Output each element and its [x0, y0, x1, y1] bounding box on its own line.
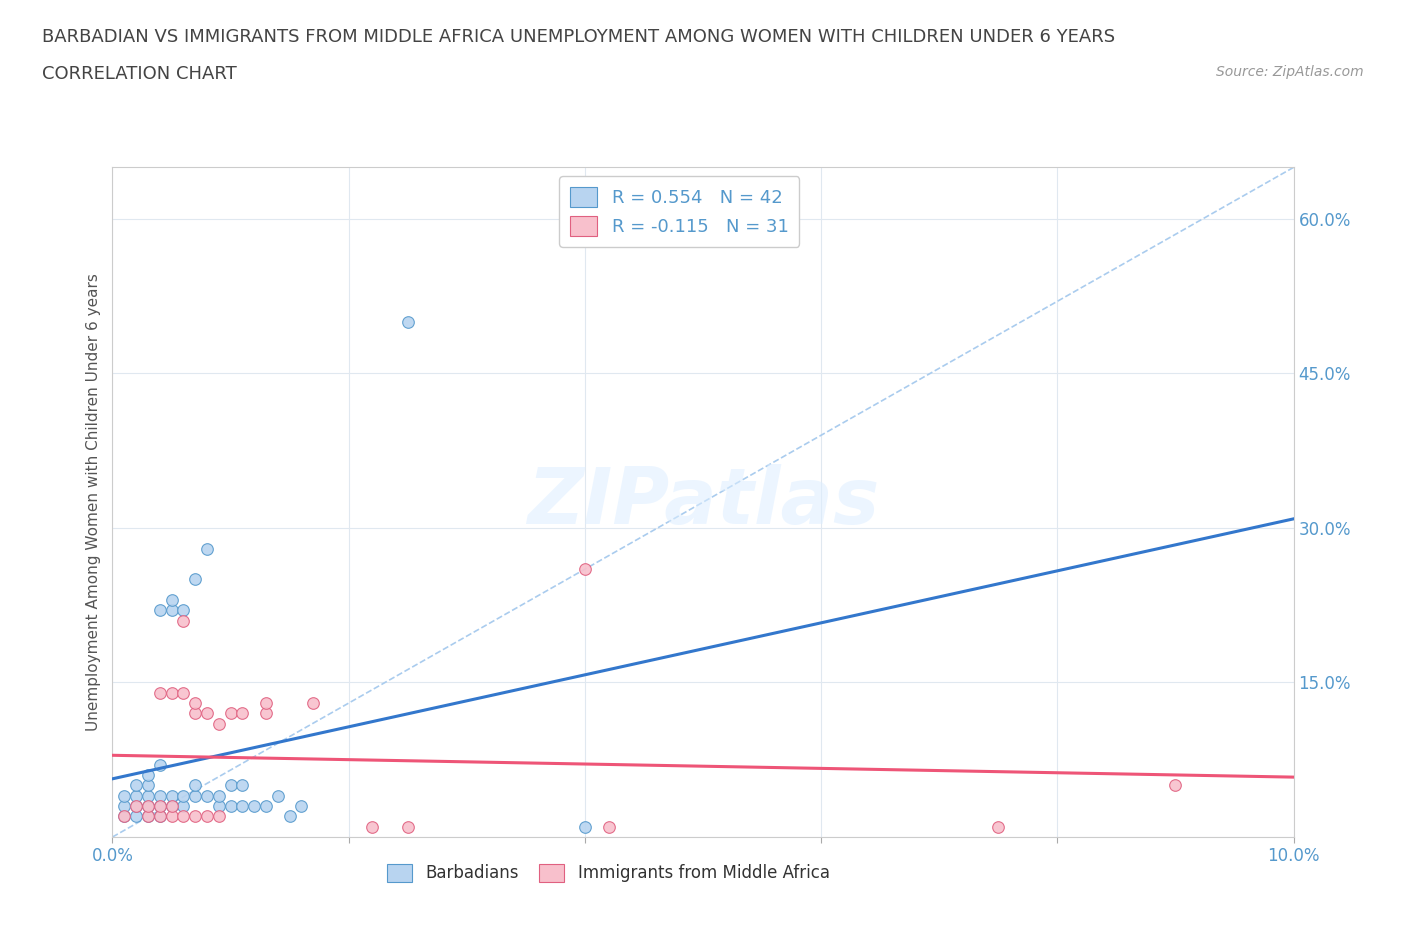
Point [125, 789, 148, 804]
Point [290, 799, 312, 814]
Point [136, 809, 159, 824]
Point [160, 592, 183, 607]
Point [208, 789, 231, 804]
Point [184, 572, 207, 587]
Point [254, 799, 277, 814]
Point [172, 799, 194, 814]
Point [195, 789, 218, 804]
Point [219, 778, 242, 793]
Point [184, 809, 207, 824]
Point [278, 809, 301, 824]
Point [149, 809, 172, 824]
Point [136, 768, 159, 783]
Point [1164, 778, 1187, 793]
Point [112, 799, 135, 814]
Text: Source: ZipAtlas.com: Source: ZipAtlas.com [1216, 65, 1364, 79]
Point [231, 706, 253, 721]
Legend: Barbadians, Immigrants from Middle Africa: Barbadians, Immigrants from Middle Afric… [381, 857, 837, 889]
Point [149, 799, 172, 814]
Point [361, 819, 384, 834]
Point [136, 809, 159, 824]
Point [574, 819, 596, 834]
Point [172, 789, 194, 804]
Point [160, 603, 183, 618]
Point [172, 685, 194, 700]
Point [125, 799, 148, 814]
Point [184, 706, 207, 721]
Point [172, 603, 194, 618]
Point [254, 696, 277, 711]
Point [396, 819, 419, 834]
Point [160, 685, 183, 700]
Point [219, 799, 242, 814]
Point [254, 706, 277, 721]
Point [208, 799, 231, 814]
Point [195, 809, 218, 824]
Point [149, 685, 172, 700]
Point [160, 789, 183, 804]
Point [574, 562, 596, 577]
Text: CORRELATION CHART: CORRELATION CHART [42, 65, 238, 83]
Point [125, 799, 148, 814]
Point [136, 789, 159, 804]
Y-axis label: Unemployment Among Women with Children Under 6 years: Unemployment Among Women with Children U… [86, 273, 101, 731]
Point [195, 541, 218, 556]
Point [125, 809, 148, 824]
Point [112, 809, 135, 824]
Point [136, 778, 159, 793]
Text: BARBADIAN VS IMMIGRANTS FROM MIDDLE AFRICA UNEMPLOYMENT AMONG WOMEN WITH CHILDRE: BARBADIAN VS IMMIGRANTS FROM MIDDLE AFRI… [42, 28, 1115, 46]
Point [149, 789, 172, 804]
Point [136, 799, 159, 814]
Point [172, 613, 194, 628]
Point [208, 716, 231, 731]
Point [112, 809, 135, 824]
Point [160, 799, 183, 814]
Point [231, 778, 253, 793]
Point [396, 314, 419, 329]
Point [267, 789, 290, 804]
Point [598, 819, 620, 834]
Point [160, 809, 183, 824]
Point [149, 603, 172, 618]
Point [184, 696, 207, 711]
Point [149, 809, 172, 824]
Point [231, 799, 253, 814]
Point [184, 778, 207, 793]
Point [208, 809, 231, 824]
Point [219, 706, 242, 721]
Text: ZIPatlas: ZIPatlas [527, 464, 879, 540]
Point [112, 789, 135, 804]
Point [136, 799, 159, 814]
Point [195, 706, 218, 721]
Point [172, 809, 194, 824]
Point [160, 799, 183, 814]
Point [243, 799, 266, 814]
Point [149, 799, 172, 814]
Point [149, 757, 172, 772]
Point [184, 789, 207, 804]
Point [125, 778, 148, 793]
Point [987, 819, 1010, 834]
Point [302, 696, 325, 711]
